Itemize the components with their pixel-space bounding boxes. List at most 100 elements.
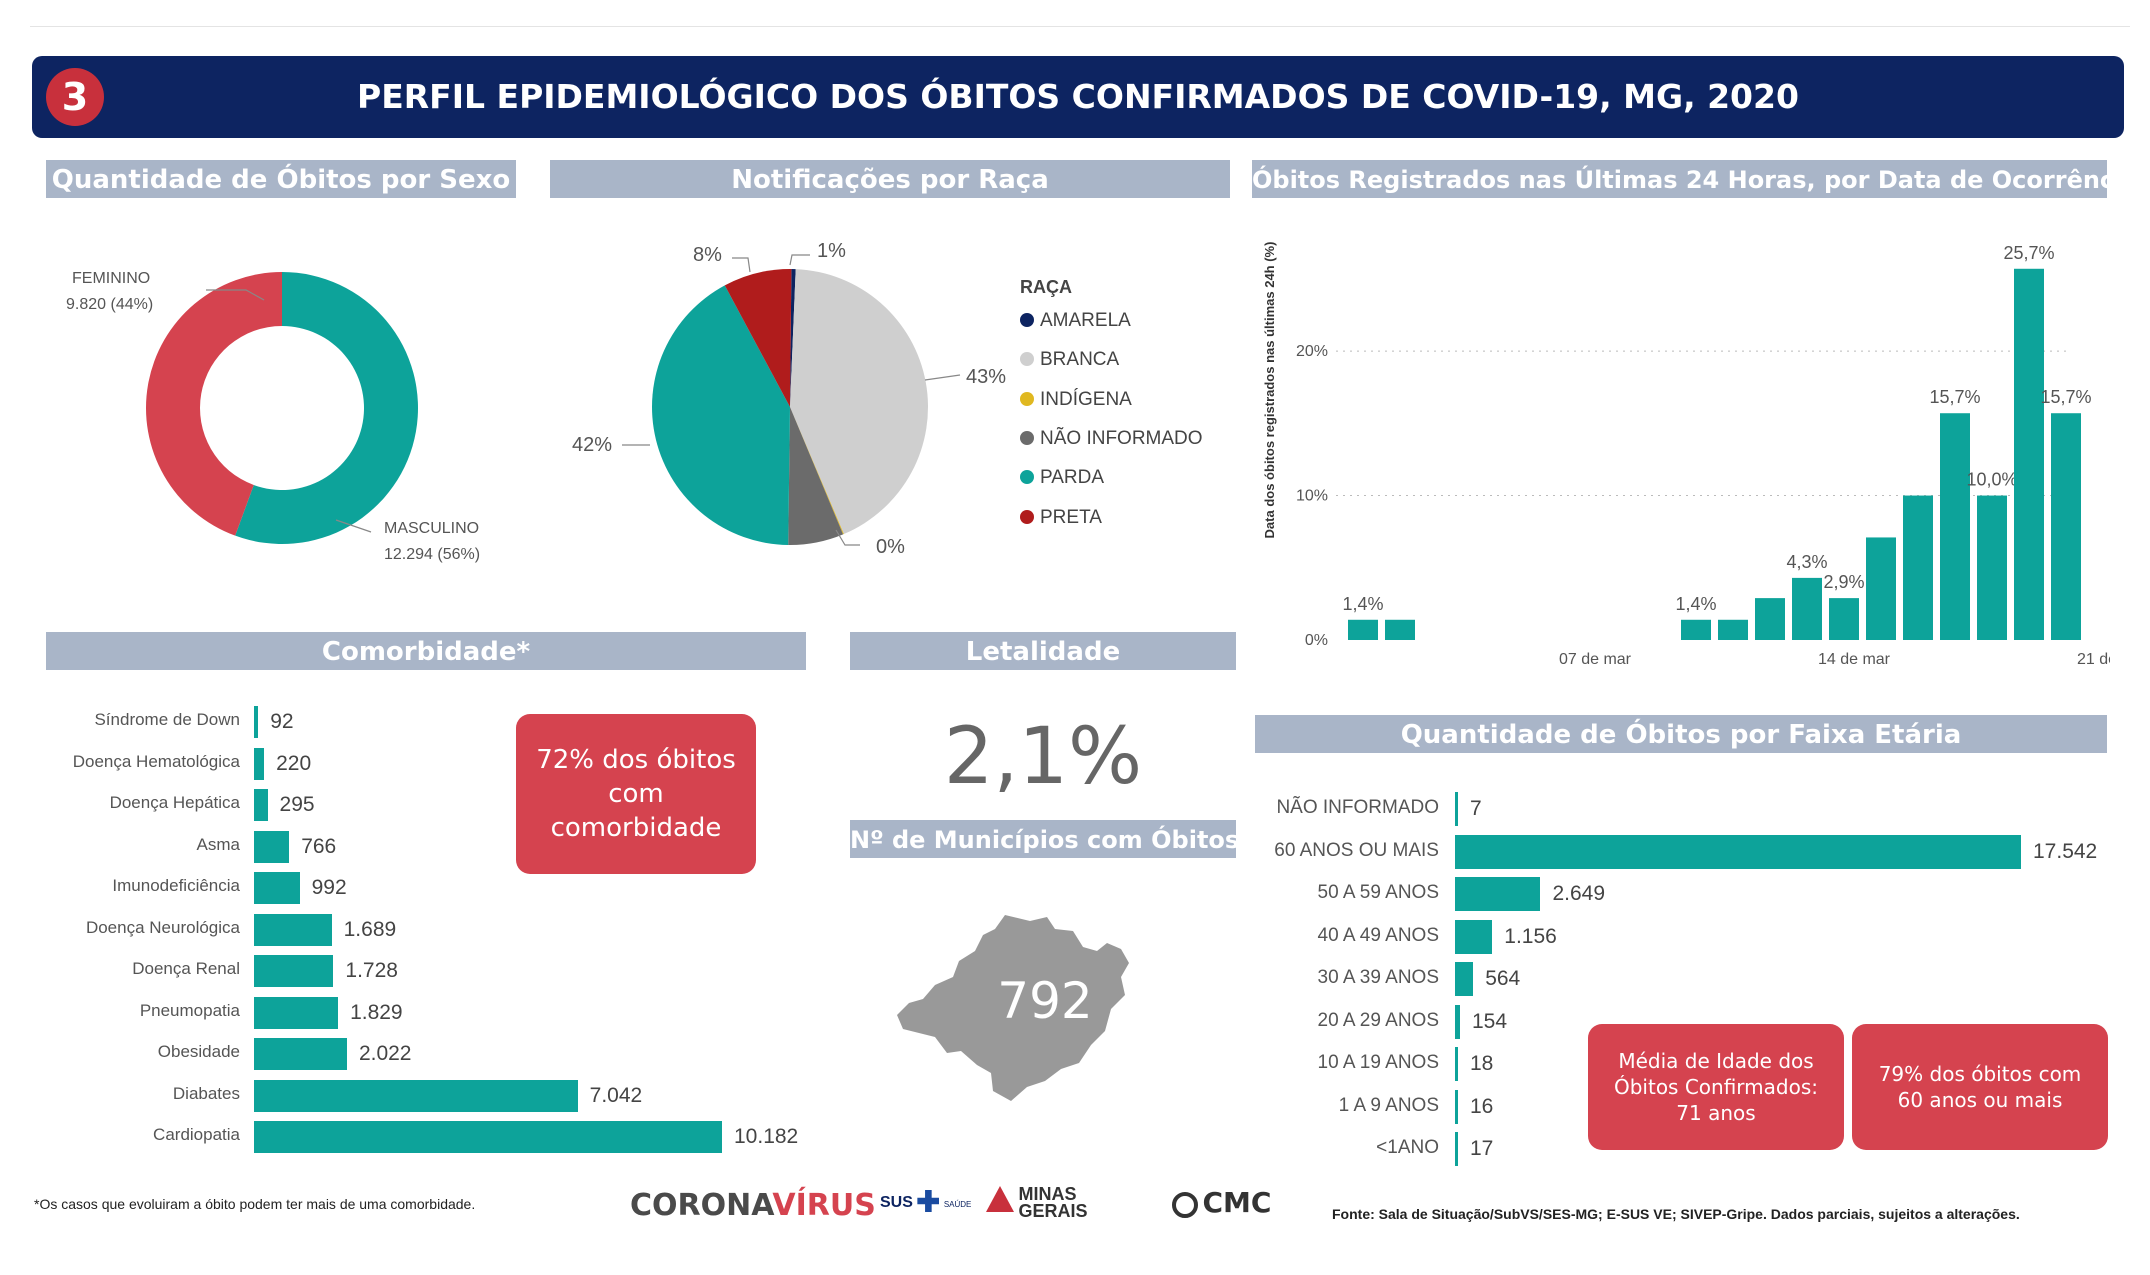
footer-source: Fonte: Sala de Situação/SubVS/SES-MG; E-… [1332,1206,2020,1222]
label-feminino: FEMININO [72,270,151,287]
category-label: 30 A 39 ANOS [1317,967,1439,988]
bar [254,830,290,863]
legend-item-amarela: AMARELA [1020,310,1131,332]
pie-raca-chart [622,254,961,546]
category-label: 10 A 19 ANOS [1317,1052,1439,1073]
legend-item-nao-informado: NÃO INFORMADO [1020,428,1203,450]
comorbidade-card: 72% dos óbitos com comorbidade [516,714,756,874]
bar-value-label: 2.022 [358,1042,412,1065]
category-label: Doença Hepática [109,793,240,812]
bar-value-label: 564 [1485,967,1521,990]
pie-annotation-parda: 42% [572,434,613,456]
bar-value-label: 1.829 [350,1000,403,1024]
y-tick-label: 20% [1296,343,1328,360]
bar-data-label: 2,9% [1823,572,1864,592]
footer-note: *Os casos que evoluiram a óbito podem te… [34,1196,476,1212]
legend-dot [1020,431,1034,445]
y-tick-label: 10% [1296,488,1328,505]
x-tick-label: 21 de mar [2077,651,2110,668]
bar-value-label: 766 [301,834,337,858]
bar-value-label: 2.649 [1552,882,1606,905]
section-comorbidade: Comorbidade* [46,632,806,670]
legend-item-preta: PRETA [1020,507,1102,529]
donut-slice-feminino [146,272,282,536]
triangle-icon [986,1186,1014,1212]
header-banner: 3 PERFIL EPIDEMIOLÓGICO DOS ÓBITOS CONFI… [32,56,2124,138]
bar-value-label: 295 [279,793,315,816]
bar [254,706,259,738]
legend-dot [1020,510,1034,524]
bar [1455,1089,1458,1124]
section-municipios: Nº de Municípios com Óbitos [850,820,1236,858]
bar-data-label: 4,3% [1786,552,1827,572]
bar-day-16 [1940,413,1970,640]
sus-cross-icon [917,1190,940,1212]
bar-data-label: 25,7% [2003,243,2054,263]
bar [254,1038,347,1070]
bar-value-label: 10.182 [734,1125,799,1148]
label-masculino: MASCULINO [384,520,480,537]
bar [1455,1047,1458,1081]
category-label: NÃO INFORMADO [1276,797,1439,818]
category-label: Doença Renal [132,959,240,978]
bar [254,872,300,904]
section-number-badge: 3 [46,68,104,126]
bar-day-18 [2014,268,2044,640]
donut-slice-masculino [235,272,419,544]
category-label: 50 A 59 ANOS [1317,882,1439,903]
bar-data-label: 15,7% [1929,387,1980,407]
category-label: 40 A 49 ANOS [1317,924,1439,946]
category-label: 1 A 9 ANOS [1338,1094,1439,1116]
bar [254,1079,578,1112]
pie-annotation-nao-informado: 0% [876,536,905,558]
leader-line-feminino [206,289,265,301]
category-label: Asma [196,834,240,854]
pie-slice-indígena [790,407,844,535]
bar-day-14 [1866,537,1896,640]
minas-gerais-logo: MINAS GERAIS [986,1185,1087,1220]
legend-title: RAÇA [1020,277,1072,297]
pie-annotation-branca: 43% [966,366,1007,388]
pie-slice-parda [652,285,790,545]
bar-day-12 [1792,577,1822,640]
bar [254,747,265,780]
section-letalidade: Letalidade [850,632,1236,670]
corona-virus-logo: CORONAVÍRUS [630,1188,876,1223]
bar-value-label: 1.156 [1504,924,1557,948]
category-label: Imunodeficiência [112,876,240,895]
bar-value-label: 220 [276,751,312,775]
category-label: Diabates [172,1083,240,1103]
comorbidade-chart: Síndrome de Down 92 Doença Hematológica 220… [46,700,846,1170]
bar [1455,877,1541,911]
bar [254,996,339,1029]
bar-value-label: 1.689 [343,917,397,941]
y-tick-label: 0% [1305,632,1328,649]
bar [1455,792,1458,826]
bar-value-label: 18 [1470,1052,1494,1075]
bar-data-label: 10,0% [1966,470,2017,490]
bar-chart-ultimas24: Data dos óbitos registrados nas últimas … [1262,242,2110,668]
bar-day-11 [1755,598,1785,640]
cmc-circle-icon [1172,1192,1198,1218]
pie-annotation-amarela: 1% [817,240,846,262]
bar-day-13 [1829,598,1859,640]
category-label: Doença Neurológica [85,917,240,937]
category-label: <1ANO [1376,1137,1439,1158]
bar [254,1121,722,1153]
category-label: Cardiopatia [153,1125,240,1144]
legend-item-indigena: INDÍGENA [1020,389,1132,411]
bar-value-label: 7.042 [589,1083,643,1107]
bar [1455,1132,1458,1166]
bar-data-label: 15,7% [2040,387,2091,407]
category-label: Pneumopatia [139,1000,240,1020]
donut-sexo-chart [146,272,419,544]
municipios-value: 792 [997,972,1093,1030]
legend-dot [1020,470,1034,484]
legend-item-parda: PARDA [1020,467,1104,489]
pie-slice-não-informado [788,407,844,545]
x-tick-label: 14 de mar [1818,651,1891,668]
category-label: 20 A 29 ANOS [1317,1009,1439,1031]
faixa-etaria-chart: NÃO INFORMADO 7 60 ANOS OU MAIS 17.542 50 A … [1255,780,2115,1170]
cmc-logo: CMC [1172,1186,1271,1219]
bar-value-label: 17.542 [2033,839,2098,863]
